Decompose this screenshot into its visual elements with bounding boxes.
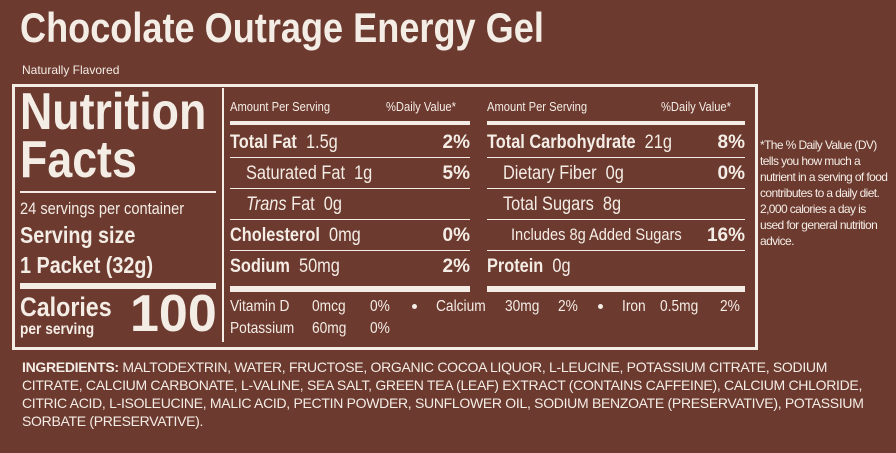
vitamin-dv: 2% [720,298,740,315]
nutrient-name-text: Sodium [230,256,290,277]
nutrient-name-text: Total Fat [230,132,297,153]
nutrient-amount: 1g [354,163,373,184]
calories-sub: per serving [20,321,95,338]
nutrient-amount: 1.5g [305,132,338,153]
daily-value: 2% [442,256,470,277]
nutrient-name-text: Protein [487,256,544,277]
nutrient-name-text: Total Carbohydrate [487,132,636,153]
nutrient-name: Saturated Fat 1g [246,163,372,185]
vitamin-amount: 30mg [505,298,540,315]
nutrient-name-text: Total Sugars [503,194,594,215]
nutrient-name: Trans Fat 0g [246,194,342,216]
rule [487,121,745,125]
serving-size: 1 Packet (32g) [20,252,154,278]
column-header: Amount Per Serving [230,99,331,114]
nutrient-name-text: Saturated Fat [246,163,346,184]
bullet [412,304,417,309]
rule [230,286,470,292]
vitamin-amount: 60mg [312,320,347,337]
daily-value: 16% [706,225,745,246]
nutrient-amount: 0g [552,256,571,277]
vitamin-dv: 0% [370,320,390,337]
rule [230,219,470,220]
daily-value: 2% [442,132,470,153]
nutrient-amount: 50mg [299,256,340,277]
ingredients: INGREDIENTS: MALTODEXTRIN, WATER, FRUCTO… [22,358,872,430]
rule [487,157,745,158]
daily-value: 5% [442,163,470,184]
column-header: Amount Per Serving [487,99,588,114]
daily-value: 0% [442,225,470,246]
rule [20,191,216,193]
rule [230,250,470,251]
nutrient-name-text: Cholesterol [230,225,320,246]
vitamin-dv: 0% [370,298,390,315]
vitamin-amount: 0.5mg [660,298,699,315]
rule [487,219,745,220]
rule [230,188,470,189]
divider [222,88,224,342]
nutrient-amount: 0g [605,163,624,184]
nutrient-amount: 0g [323,194,342,215]
ingredients-label: INGREDIENTS: [22,359,119,375]
nutrient-name-text: Dietary Fiber [503,163,597,184]
subtitle: Naturally Flavored [22,63,120,77]
column-header: %Daily Value* [660,99,731,114]
nutrient-name: Includes 8g Added Sugars [511,225,682,245]
facts-heading: Nutrition [20,83,207,141]
vitamin-name: Potassium [230,320,295,337]
ingredients-text: MALTODEXTRIN, WATER, FRUCTOSE, ORGANIC C… [22,359,864,429]
bullet [598,304,603,309]
vitamin-name: Calcium [436,298,486,315]
vitamin-name: Iron [622,298,646,315]
rule [230,121,470,125]
nutrient-name: Total Sugars 8g [503,194,621,216]
column-header: %Daily Value* [385,99,456,114]
servings: 24 servings per container [20,199,185,218]
vitamin-name: Vitamin D [230,298,290,315]
nutrient-name: Cholesterol 0mg [230,225,361,247]
calories: 100 [130,285,217,343]
rule [487,286,745,292]
nutrient-name: Total Carbohydrate 21g [487,132,672,154]
calories-label: Calories [20,292,112,322]
serving-size-label: Serving size [20,222,136,248]
footnote: *The % Daily Value (DV) tells you how mu… [760,138,888,248]
facts-heading: Facts [20,131,137,189]
nutrient-name: Dietary Fiber 0g [503,163,624,185]
nutrient-name-text: Includes 8g Added Sugars [511,225,682,244]
vitamin-amount: 0mcg [312,298,346,315]
nutrient-amount: 8g [602,194,622,215]
nutrient-name: Sodium 50mg [230,256,340,278]
rule [230,157,470,158]
nutrient-amount: 0mg [328,225,361,246]
daily-value: 0% [717,163,745,184]
nutrient-name: Protein 0g [487,256,571,278]
title: Chocolate Outrage Energy Gel [20,4,544,51]
rule [20,283,216,289]
nutrition-box [12,84,758,350]
rule [487,250,745,251]
nutrient-amount: 21g [644,132,672,153]
daily-value: 8% [717,132,745,153]
nutrient-name-text: Fat [291,194,315,215]
nutrient-name: Total Fat 1.5g [230,132,338,154]
vitamin-dv: 2% [558,298,578,315]
nutrient-name-italic: Trans [246,194,287,215]
rule [487,188,745,189]
